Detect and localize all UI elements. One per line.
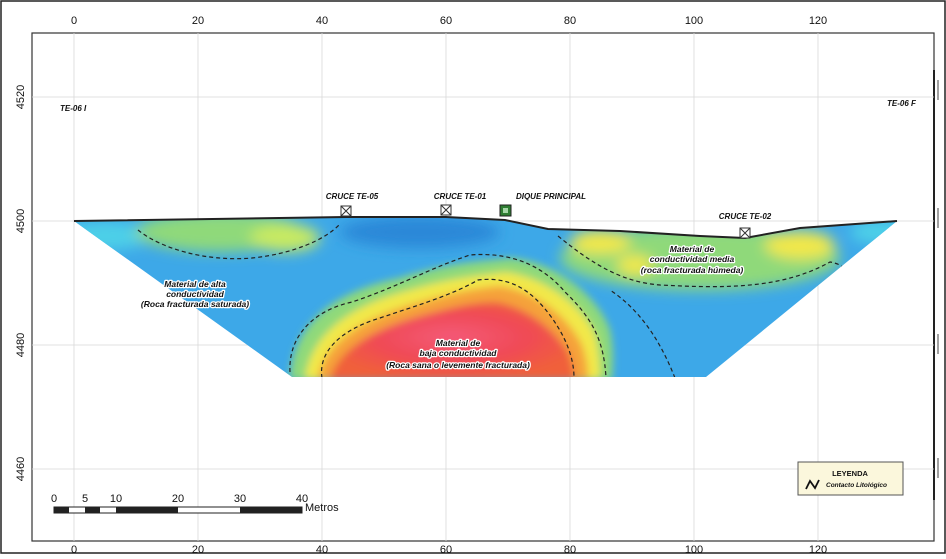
zone-label-low-conductivity: Material de baja conductividad (Roca san… (385, 337, 531, 372)
profile-start-label: TE-06 I (60, 104, 87, 113)
legend-item: Contacto Litológico (826, 482, 887, 489)
marker-cruce-te-01: CRUCE TE-01 (434, 192, 487, 216)
top-tick-80: 80 (564, 15, 576, 27)
contact-line-icon (805, 479, 820, 490)
scale-tick-5: 5 (82, 493, 88, 505)
top-tick-60: 60 (440, 15, 452, 27)
green-box-icon (499, 204, 512, 217)
scale-tick-0: 0 (51, 493, 57, 505)
left-tick-4520: 4520 (15, 85, 27, 109)
svg-text:(roca fracturada húmeda): (roca fracturada húmeda) (641, 265, 744, 275)
bottom-tick-0: 0 (71, 544, 77, 554)
left-axis: 4520 4500 4480 4460 (15, 85, 27, 481)
marker-label: DIQUE PRINCIPAL (516, 192, 586, 201)
marker-label: CRUCE TE-02 (719, 212, 772, 221)
svg-text:Material de: Material de (670, 244, 715, 254)
crossed-box-icon (340, 205, 352, 217)
top-tick-40: 40 (316, 15, 328, 27)
zone-label-high-conductivity: Material de alta conductividad (Roca fra… (140, 278, 251, 311)
bottom-tick-100: 100 (685, 544, 703, 554)
crossed-box-icon (440, 204, 452, 216)
svg-text:baja conductividad: baja conductividad (420, 348, 498, 358)
top-tick-0: 0 (71, 15, 77, 27)
scale-tick-30: 30 (234, 493, 246, 505)
zone-label-medium-conductivity: Material de conductividad media (roca fr… (639, 243, 744, 277)
bottom-tick-80: 80 (564, 544, 576, 554)
bottom-axis: 0 20 40 60 80 100 120 (71, 544, 827, 556)
legend-title: LEYENDA (832, 469, 868, 478)
svg-text:conductividad media: conductividad media (650, 254, 735, 264)
legend-box: LEYENDA Contacto Litológico (797, 461, 904, 496)
svg-text:Material de: Material de (436, 338, 481, 348)
scale-tick-10: 10 (110, 493, 122, 505)
crossed-box-icon (739, 227, 751, 239)
top-tick-120: 120 (809, 15, 827, 27)
lithological-contacts (137, 223, 847, 377)
top-axis: 0 20 40 60 80 100 120 (71, 15, 827, 27)
bottom-tick-120: 120 (809, 544, 827, 554)
left-tick-4460: 4460 (15, 457, 27, 481)
ground-surface-line (73, 216, 898, 240)
marker-label: CRUCE TE-01 (434, 192, 487, 201)
bottom-tick-20: 20 (192, 544, 204, 554)
left-tick-4480: 4480 (15, 333, 27, 357)
top-tick-20: 20 (192, 15, 204, 27)
marker-cruce-te-02: CRUCE TE-02 (719, 212, 772, 239)
marker-dique-principal: DIQUE PRINCIPAL (499, 192, 586, 217)
svg-text:(Roca sana o levemente fractur: (Roca sana o levemente fracturada) (386, 360, 530, 370)
svg-text:(Roca fracturada saturada): (Roca fracturada saturada) (141, 299, 249, 309)
scale-unit: Metros (305, 502, 339, 514)
scale-bar: 0 5 10 20 30 40 Metros (51, 493, 339, 514)
scale-tick-20: 20 (172, 493, 184, 505)
left-tick-4500: 4500 (15, 209, 27, 233)
profile-end-label: TE-06 F (887, 99, 917, 108)
marker-label: CRUCE TE-05 (326, 192, 379, 201)
bottom-tick-40: 40 (316, 544, 328, 554)
top-tick-100: 100 (685, 15, 703, 27)
scale-tick-40: 40 (296, 493, 308, 505)
bottom-tick-60: 60 (440, 544, 452, 554)
svg-text:conductividad: conductividad (166, 289, 224, 299)
marker-cruce-te-05: CRUCE TE-05 (326, 192, 379, 217)
svg-text:Material de alta: Material de alta (164, 279, 226, 289)
